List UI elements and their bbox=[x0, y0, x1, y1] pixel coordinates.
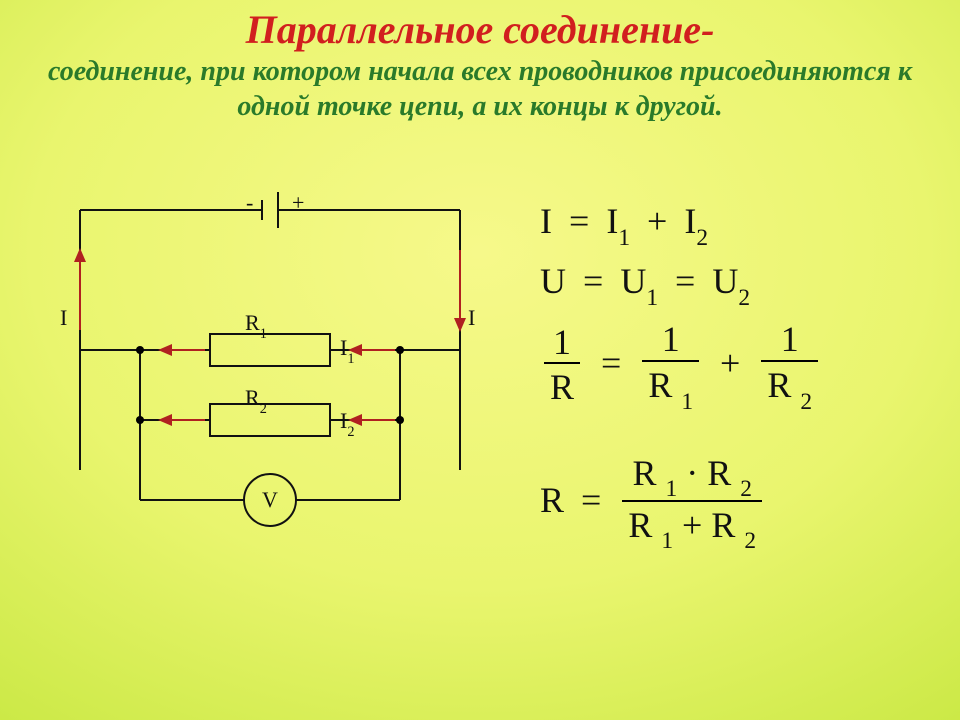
formula-resistance-product: R = R 1 · R 2 R 1 + R 2 bbox=[540, 454, 940, 554]
formulas-block: I = I1 + I2 U = U1 = U2 1 R = 1 R 1 + bbox=[540, 200, 940, 565]
formula-current: I = I1 + I2 bbox=[540, 200, 940, 248]
resistor-R2-label: R2 bbox=[245, 385, 267, 415]
current-I-right-label: I bbox=[468, 305, 475, 331]
current-I1-label: I1 bbox=[340, 335, 354, 365]
battery-minus-label: - bbox=[246, 190, 253, 216]
current-I2-label: I2 bbox=[340, 408, 354, 438]
battery-plus-label: + bbox=[292, 190, 304, 216]
current-I-left-label: I bbox=[60, 305, 67, 331]
voltmeter-label: V bbox=[262, 487, 278, 513]
page-subtitle: соединение, при котором начала всех пров… bbox=[0, 54, 960, 124]
formula-voltage: U = U1 = U2 bbox=[540, 260, 940, 308]
circuit-diagram: - + I I R1 R2 I1 I2 V bbox=[60, 190, 480, 650]
formula-resistance-reciprocal: 1 R = 1 R 1 + 1 R 2 bbox=[540, 320, 940, 413]
page-title: Параллельное соединение- bbox=[0, 0, 960, 52]
resistor-R1-label: R1 bbox=[245, 310, 267, 340]
